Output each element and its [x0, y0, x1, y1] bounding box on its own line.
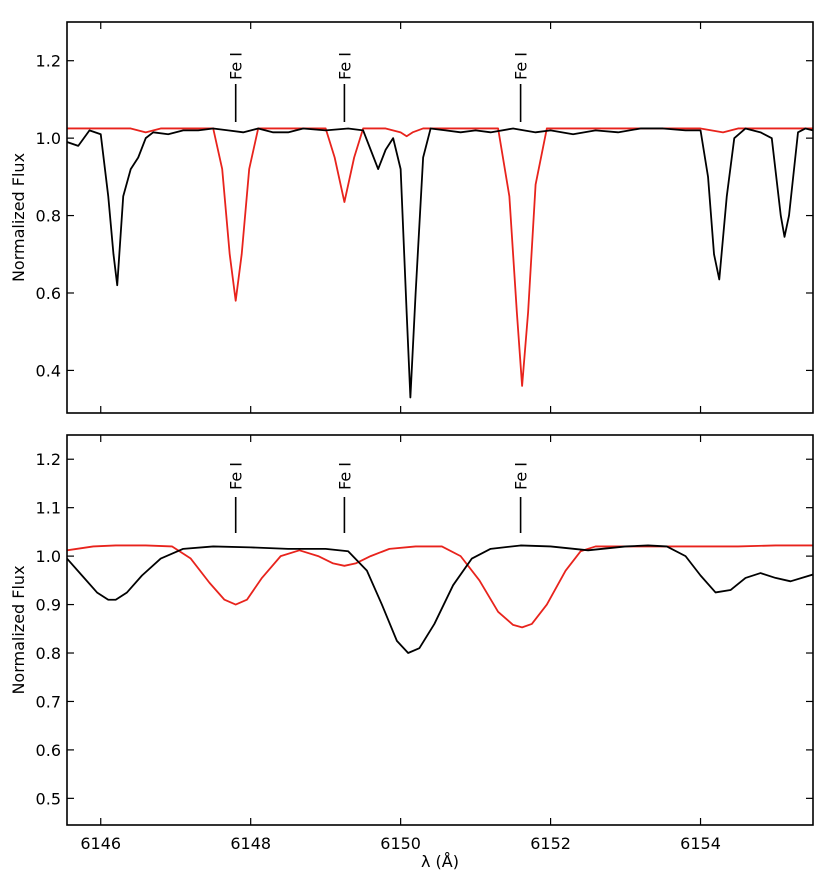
y-tick-label: 0.9 [36, 596, 61, 615]
top-panel: 0.4 0.6 0.8 1.0 1.2 Normalized Flux Fe I Fe I Fe… [9, 21, 814, 414]
y-tick-label: 1.1 [36, 499, 61, 518]
line-marker-label: Fe I [227, 52, 246, 80]
y-tick-label: 0.6 [36, 741, 61, 760]
x-tick-label: 6150 [380, 834, 421, 853]
observed-spectrum-line [67, 127, 813, 399]
y-tick-label: 1.0 [36, 129, 61, 148]
y-tick-label: 0.4 [36, 361, 61, 380]
x-tick-label: 6146 [80, 834, 121, 853]
x-tick-label: 6148 [230, 834, 271, 853]
y-tick-label: 0.8 [36, 644, 61, 663]
y-axis-title: Normalized Flux [9, 153, 28, 282]
observed-spectrum-line [67, 544, 813, 654]
y-axis-title: Normalized Flux [9, 565, 28, 694]
model-spectrum-line [67, 544, 813, 629]
x-axis-title: λ (Å) [421, 852, 459, 871]
y-tick-label: 0.8 [36, 207, 61, 226]
x-tick-label: 6154 [680, 834, 721, 853]
line-marker-label: Fe I [512, 462, 531, 490]
x-tick-label: 6152 [530, 834, 571, 853]
y-tick-label: 0.5 [36, 789, 61, 808]
bottom-panel: 6146 6148 6150 6152 6154 0.5 0.6 0.7 0.8 0.9 1.0 1.… [9, 434, 814, 871]
y-tick-label: 1.2 [36, 450, 61, 469]
plot-frame [66, 21, 814, 414]
y-tick-label: 1.2 [36, 52, 61, 71]
line-marker-label: Fe I [335, 462, 354, 490]
line-marker-label: Fe I [512, 52, 531, 80]
line-marker-label: Fe I [227, 462, 246, 490]
y-tick-label: 0.6 [36, 284, 61, 303]
line-marker-label: Fe I [335, 52, 354, 80]
plot-frame [66, 434, 814, 826]
y-tick-label: 0.7 [36, 692, 61, 711]
model-spectrum-line [67, 127, 813, 387]
y-tick-label: 1.0 [36, 547, 61, 566]
